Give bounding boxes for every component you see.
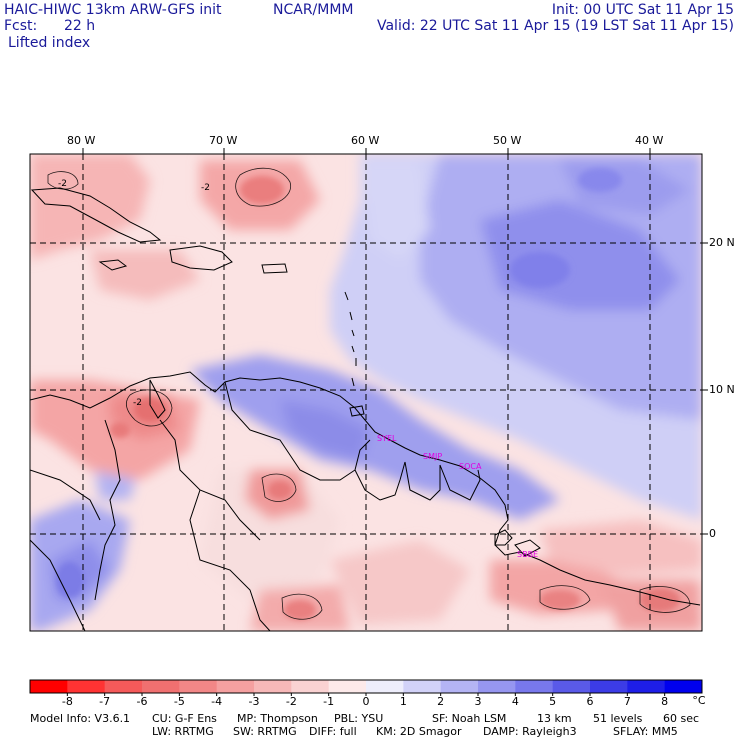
contour-label: -2 (58, 179, 67, 189)
colorbar (29, 679, 703, 696)
colorbar-swatch (291, 680, 330, 693)
lon-label: 60 W (351, 134, 380, 147)
colorbar-tick-label: -8 (61, 695, 73, 708)
lon-label: 50 W (493, 134, 522, 147)
colorbar-tick-label: 5 (549, 695, 557, 708)
surface-scheme: SF: Noah LSM (432, 712, 507, 725)
field-name: Lifted index (8, 35, 91, 51)
colorbar-swatch (627, 680, 666, 693)
colorbar-tick-label: 8 (661, 695, 669, 708)
colorbar-tick-label: -1 (323, 695, 335, 708)
colorbar-tick-label: 1 (399, 695, 407, 708)
colorbar-swatch (552, 680, 591, 693)
colorbar-tick-label: 3 (474, 695, 482, 708)
colorbar-swatch (328, 680, 367, 693)
contour-label: -2 (201, 183, 210, 193)
contour-label: -2 (133, 398, 142, 408)
time-step: 60 sec (663, 712, 700, 725)
organization: NCAR/MMM (273, 2, 354, 18)
colorbar-tick-label: -6 (136, 695, 148, 708)
station-label: SYEL (377, 434, 397, 443)
lat-label: 20 N (709, 236, 735, 249)
pbl-scheme: PBL: YSU (334, 712, 384, 725)
lon-label: 70 W (209, 134, 238, 147)
valid-time: Valid: 22 UTC Sat 11 Apr 15 (19 LST Sat … (376, 18, 734, 34)
colorbar-swatch (590, 680, 628, 693)
cumulus-scheme: CU: G-F Ens (152, 712, 217, 725)
colorbar-swatch (254, 680, 292, 693)
longwave-scheme: LW: RRTMG (152, 725, 214, 738)
colorbar-swatch (403, 680, 442, 693)
colorbar-tick-label: 6 (586, 695, 594, 708)
colorbar-tick-label: 0 (362, 695, 370, 708)
forecast-label: Fcst: (4, 18, 38, 34)
station-label: SBBE (517, 550, 538, 559)
colorbar-swatch (104, 680, 143, 693)
microphysics: MP: Thompson (237, 712, 318, 725)
colorbar-swatch (142, 680, 180, 693)
damping: DAMP: Rayleigh3 (483, 725, 577, 738)
km-option: KM: 2D Smagor (376, 725, 462, 738)
model-title: HAIC-HIWC 13km ARW-GFS init (4, 2, 222, 18)
colorbar-tick-label: -2 (285, 695, 297, 708)
colorbar-swatch (67, 680, 106, 693)
grid-resolution: 13 km (537, 712, 572, 725)
init-time: Init: 00 UTC Sat 11 Apr 15 (551, 2, 734, 18)
lat-label: 10 N (709, 383, 735, 396)
shortwave-scheme: SW: RRTMG (233, 725, 297, 738)
lon-label: 40 W (635, 134, 664, 147)
lon-label: 80 W (67, 134, 96, 147)
forecast-hour: 22 h (64, 18, 96, 34)
colorbar-swatch (366, 680, 404, 693)
graticule (30, 154, 702, 631)
station-label: SMJP (423, 452, 442, 461)
colorbar-swatch (515, 680, 554, 693)
map-field: -2 -2 -2 SYEL SMJP SOCA SBBE (30, 154, 702, 631)
colorbar-swatch (440, 680, 479, 693)
colorbar-tick-label: 4 (511, 695, 519, 708)
diffusion: DIFF: full (309, 725, 357, 738)
vertical-levels: 51 levels (593, 712, 643, 725)
colorbar-unit: °C (692, 694, 706, 707)
colorbar-tick-label: 2 (437, 695, 445, 708)
colorbar-tick-label: -4 (211, 695, 223, 708)
colorbar-tick-label: -7 (99, 695, 111, 708)
colorbar-swatch (478, 680, 516, 693)
colorbar-swatch (179, 680, 218, 693)
lat-label: 0 (709, 527, 716, 540)
station-label: SOCA (459, 462, 482, 471)
colorbar-tick-label: -5 (173, 695, 185, 708)
colorbar-swatch (216, 680, 255, 693)
surface-layer: SFLAY: MM5 (613, 725, 678, 738)
coastlines (30, 187, 701, 631)
contour-lines (47, 167, 691, 620)
colorbar-swatch (30, 680, 68, 693)
colorbar-tick-label: 7 (623, 695, 631, 708)
colorbar-tick-label: -3 (248, 695, 260, 708)
model-info: Model Info: V3.6.1 (30, 712, 131, 725)
colorbar-swatch (664, 680, 703, 693)
